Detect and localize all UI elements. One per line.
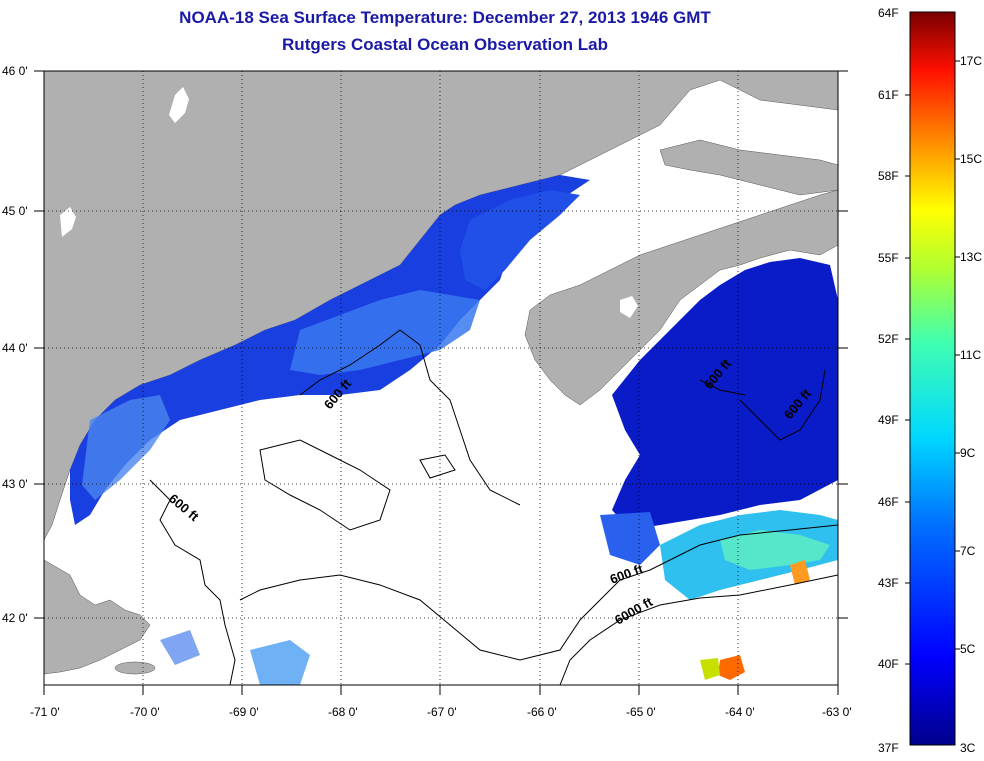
land-nova-scotia <box>524 189 838 406</box>
sst-south-patch <box>160 630 200 665</box>
lon-label: -66 0' <box>527 705 557 719</box>
lon-label: -63 0' <box>822 705 852 719</box>
colorbar-c-label: 9C <box>960 446 976 460</box>
lon-label: -67 0' <box>427 705 457 719</box>
sst-warm-edge-2 <box>720 530 830 570</box>
colorbar-f-label: 49F <box>878 413 899 427</box>
sst-south-patch <box>600 512 660 565</box>
land-cape-cod <box>44 559 151 675</box>
lat-label: 45 0' <box>2 204 28 218</box>
colorbar-f-label: 40F <box>878 657 899 671</box>
map-subtitle: Rutgers Coastal Ocean Observation Lab <box>282 35 608 54</box>
colorbar-c-label: 13C <box>960 250 982 264</box>
map-title: NOAA-18 Sea Surface Temperature: Decembe… <box>179 8 711 27</box>
sst-warm-spot <box>700 658 720 680</box>
colorbar-c-label: 7C <box>960 544 976 558</box>
colorbar-f-label: 43F <box>878 576 899 590</box>
colorbar-c-label: 11C <box>960 348 981 362</box>
lat-label: 46 0' <box>2 64 28 78</box>
lon-label: -70 0' <box>130 705 160 719</box>
sst-patch <box>290 290 480 375</box>
colorbar-c-label: 5C <box>960 642 976 656</box>
colorbar-c-label: 17C <box>960 54 982 68</box>
lat-label: 43 0' <box>2 477 28 491</box>
land-island <box>114 661 156 675</box>
graticule <box>44 71 838 685</box>
land-pei <box>659 139 838 196</box>
sst-south-patch <box>250 640 310 685</box>
lon-label: -71 0' <box>30 705 60 719</box>
sst-patch <box>82 395 170 500</box>
colorbar-c-label: 3C <box>960 741 976 755</box>
colorbar-f-label: 58F <box>878 169 899 183</box>
lake <box>60 207 76 237</box>
bathymetry-contours <box>149 329 838 685</box>
colorbar-ticks <box>905 60 960 665</box>
lake <box>620 296 638 318</box>
sst-fundy <box>460 190 580 290</box>
colorbar-f-label: 37F <box>878 741 899 755</box>
colorbar-f-label: 52F <box>878 332 899 346</box>
sst-warm-spot <box>718 655 745 680</box>
colorbar <box>909 11 956 746</box>
sst-warm-spot <box>790 560 810 585</box>
axis-ticks <box>34 70 848 695</box>
map-frame <box>43 70 839 686</box>
lat-label: 44 0' <box>2 341 28 355</box>
lat-label: 42 0' <box>2 611 28 625</box>
lon-label: -68 0' <box>328 705 358 719</box>
lon-label: -64 0' <box>725 705 755 719</box>
colorbar-f-label: 61F <box>878 88 899 102</box>
lake <box>169 87 189 123</box>
colorbar-f-label: 64F <box>878 6 899 20</box>
colorbar-f-label: 55F <box>878 251 899 265</box>
lon-label: -65 0' <box>626 705 656 719</box>
colorbar-f-label: 46F <box>878 495 899 509</box>
sst-scotian-shelf <box>612 258 838 530</box>
lon-label: -69 0' <box>229 705 259 719</box>
colorbar-c-label: 15C <box>960 152 982 166</box>
